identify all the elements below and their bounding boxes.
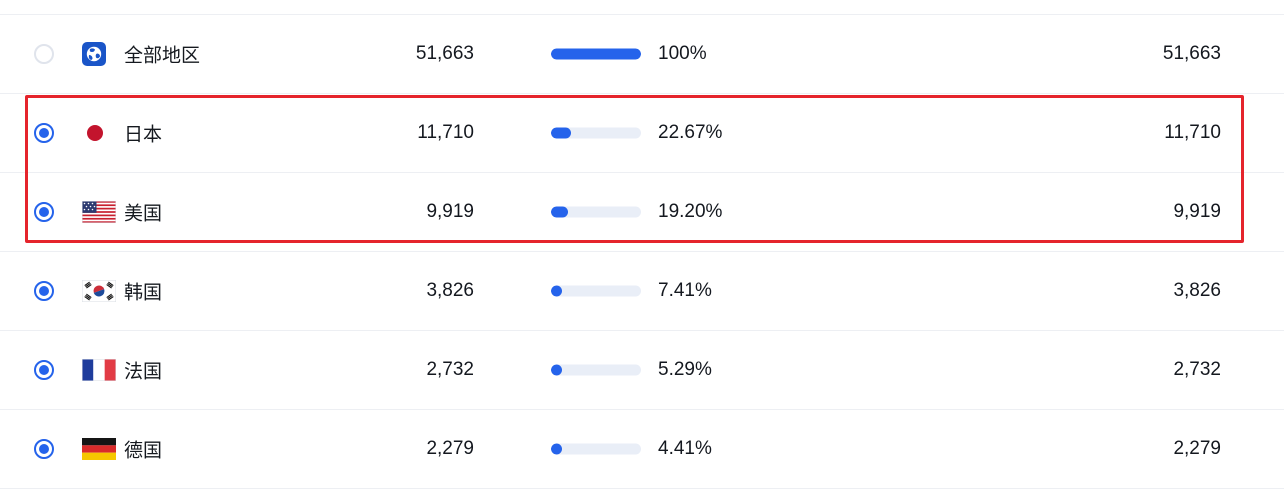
table-row[interactable]: 全部地区 51,663 100% 51,663 (0, 15, 1284, 94)
progress-bar-fill (551, 206, 569, 218)
value-secondary: 2,279 (1173, 438, 1221, 459)
globe-icon (82, 42, 106, 66)
percent-label: 19.20% (658, 201, 723, 222)
value-secondary: 9,919 (1173, 201, 1221, 222)
percent-label: 7.41% (658, 280, 712, 301)
region-rows: 全部地区 51,663 100% 51,663 日本 11,710 22.67%… (0, 14, 1284, 489)
percent-label: 100% (658, 43, 707, 64)
japan-flag-icon (87, 125, 103, 141)
region-name: 法国 (124, 361, 163, 383)
germany-flag-icon (82, 438, 116, 460)
region-name: 全部地区 (124, 45, 201, 67)
table-row[interactable]: 法国 2,732 5.29% 2,732 (0, 331, 1284, 410)
progress-bar-fill (551, 364, 562, 376)
progress-bar (551, 285, 641, 297)
radio-button[interactable] (34, 123, 54, 143)
region-flag-icon (82, 200, 116, 224)
radio-button[interactable] (34, 439, 54, 459)
value-primary: 11,710 (417, 122, 474, 143)
korea-flag-icon (82, 280, 116, 302)
radio-button[interactable] (34, 360, 54, 380)
region-flag-icon (82, 437, 116, 461)
region-name: 德国 (124, 440, 163, 462)
value-secondary: 51,663 (1162, 43, 1221, 64)
region-flag-icon (82, 42, 116, 66)
region-name: 韩国 (124, 282, 163, 304)
table-row[interactable]: 日本 11,710 22.67% 11,710 (0, 94, 1284, 173)
table-row[interactable]: 美国 9,919 19.20% 9,919 (0, 173, 1284, 252)
us-flag-icon (82, 201, 116, 223)
value-secondary: 11,710 (1164, 122, 1221, 143)
progress-bar (551, 127, 641, 139)
progress-bar (551, 48, 641, 60)
value-primary: 2,732 (426, 359, 474, 380)
region-flag-icon (82, 279, 116, 303)
value-secondary: 2,732 (1173, 359, 1221, 380)
region-flag-icon (82, 358, 116, 382)
percent-label: 22.67% (658, 122, 723, 143)
progress-bar-fill (551, 285, 562, 297)
region-flag-icon (82, 121, 116, 145)
progress-bar-fill (551, 48, 641, 60)
value-primary: 9,919 (426, 201, 474, 222)
table-row[interactable]: 德国 2,279 4.41% 2,279 (0, 410, 1284, 489)
radio-button[interactable] (34, 44, 54, 64)
progress-bar (551, 206, 641, 218)
percent-label: 5.29% (658, 359, 712, 380)
value-secondary: 3,826 (1173, 280, 1221, 301)
progress-bar-fill (551, 127, 572, 139)
france-flag-icon (82, 359, 116, 381)
region-name: 美国 (124, 203, 163, 225)
radio-button[interactable] (34, 202, 54, 222)
progress-bar (551, 364, 641, 376)
progress-bar-fill (551, 443, 562, 455)
region-name: 日本 (124, 124, 163, 146)
value-primary: 3,826 (426, 280, 474, 301)
radio-button[interactable] (34, 281, 54, 301)
progress-bar (551, 443, 641, 455)
value-primary: 2,279 (426, 438, 474, 459)
value-primary: 51,663 (415, 43, 474, 64)
table-row[interactable]: 韩国 3,826 7.41% 3,826 (0, 252, 1284, 331)
percent-label: 4.41% (658, 438, 712, 459)
